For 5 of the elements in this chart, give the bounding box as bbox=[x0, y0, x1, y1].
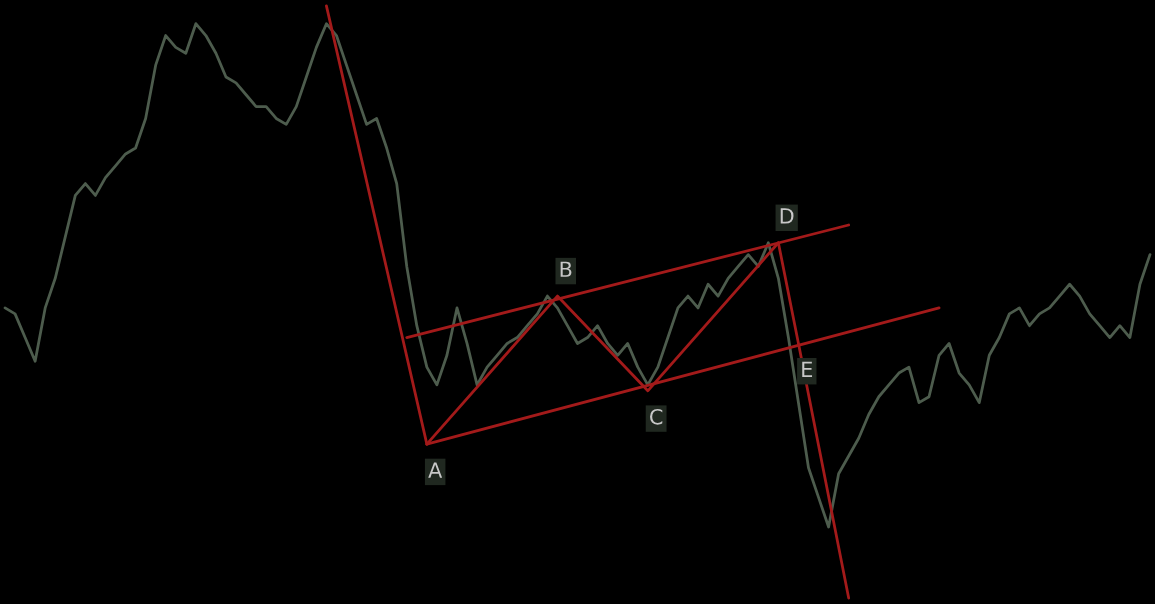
annotation: A bbox=[428, 462, 443, 478]
annotation: D bbox=[780, 208, 794, 224]
annotation: C bbox=[650, 408, 663, 425]
annotation: E bbox=[802, 361, 813, 377]
annotation: B bbox=[560, 261, 572, 277]
